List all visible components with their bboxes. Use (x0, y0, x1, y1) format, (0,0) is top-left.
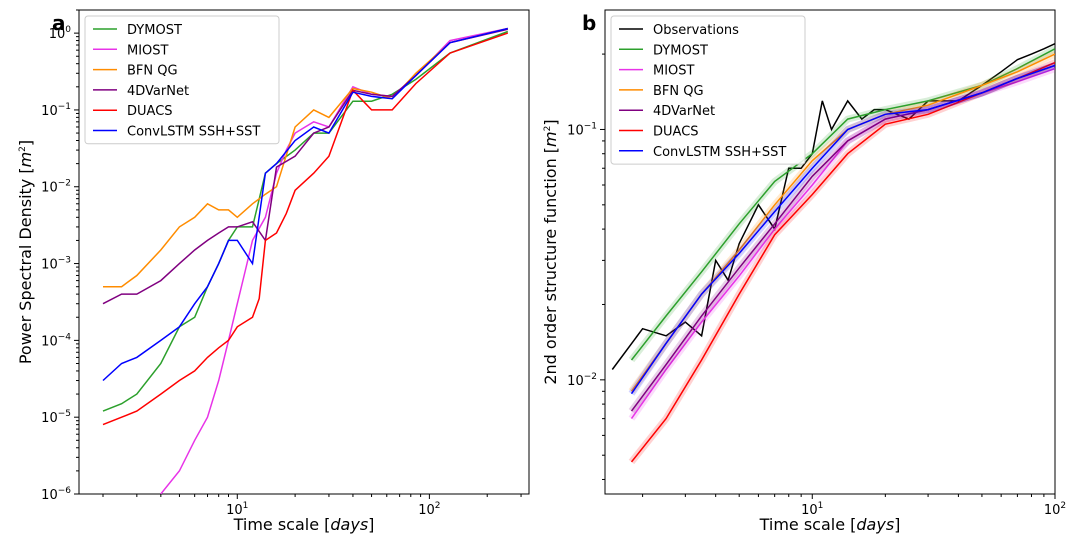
y-tick-exponent: −2 (58, 179, 71, 189)
legend-entry: DYMOST (127, 23, 182, 38)
legend-entry: DUACS (127, 104, 173, 119)
legend-entry: BFN QG (127, 64, 178, 79)
y-tick-mantissa: 10 (49, 27, 66, 42)
legend-entry: ConvLSTM SSH+SST (653, 145, 786, 160)
y-tick-label: 10−1 (41, 102, 71, 119)
panel-label-a: a (52, 11, 66, 35)
y-tick-mantissa: 10 (41, 104, 58, 119)
legend-box (610, 15, 806, 165)
y-tick-mantissa: 10 (567, 123, 584, 138)
x-tick-mantissa: 10 (1044, 503, 1061, 518)
y-tick-label: 10−3 (41, 256, 71, 273)
legend-b: Observations DYMOST MIOST BFN QG 4DVarNet DUA… (610, 15, 806, 165)
x-axis-label-b: Time scale [days] (759, 515, 901, 534)
y-tick-exponent: −1 (58, 102, 71, 112)
x-tick-exponent: 1 (818, 501, 824, 511)
series-a (102, 27, 509, 494)
series-line-convlstm-ssh-sst (630, 64, 1055, 395)
y-tick-label: 10−2 (567, 372, 597, 389)
y-tick-label: 10−4 (41, 332, 71, 349)
y-axis-label-a: Power Spectral Density [m2] (16, 140, 35, 364)
y-tick-label: 10−2 (41, 179, 71, 196)
y-tick-exponent: 0 (65, 25, 71, 35)
y-tick-mantissa: 10 (41, 258, 58, 273)
y-tick-mantissa: 10 (41, 334, 58, 349)
legend-entry: ConvLSTM SSH+SST (127, 125, 260, 140)
legend-box (84, 15, 280, 145)
legend-entry: DYMOST (653, 43, 708, 58)
x-tick-exponent: 2 (1060, 501, 1066, 511)
y-tick-exponent: −3 (58, 256, 71, 266)
y-axis-label-b: 2nd order structure function [m2] (541, 119, 560, 384)
y-tick-exponent: −6 (58, 486, 72, 496)
legend-entry: Observations (653, 23, 739, 38)
y-tick-label: 10−6 (41, 486, 71, 503)
x-tick-label: 101 (226, 501, 248, 518)
x-axis-label-a: Time scale [days] (233, 515, 375, 534)
y-tick-mantissa: 10 (41, 411, 58, 426)
legend-entry: MIOST (653, 64, 695, 79)
series-line-duacs (102, 32, 509, 426)
x-tick-label: 101 (801, 501, 823, 518)
y-tick-exponent: −2 (584, 372, 597, 382)
legend-a: DYMOST MIOST BFN QG 4DVarNet DUACS ConvLSTM S… (84, 15, 280, 145)
series-line-convlstm-ssh-sst (102, 27, 508, 382)
y-tick-exponent: −1 (584, 121, 597, 131)
legend-entry: BFN QG (653, 84, 704, 99)
y-tick-mantissa: 10 (41, 181, 58, 196)
x-tick-mantissa: 10 (801, 503, 818, 518)
series-line-4dvarnet (102, 28, 508, 305)
x-tick-mantissa: 10 (226, 503, 243, 518)
x-tick-exponent: 2 (435, 501, 441, 511)
plot-frame-a (78, 9, 530, 495)
legend-entry: 4DVarNet (127, 84, 189, 99)
y-tick-label: 100 (49, 25, 72, 42)
legend-entry: DUACS (653, 125, 699, 140)
legend-entry: MIOST (127, 43, 169, 58)
y-tick-exponent: −5 (58, 409, 71, 419)
x-tick-label: 102 (1044, 501, 1066, 518)
x-tick-exponent: 1 (243, 501, 249, 511)
y-tick-mantissa: 10 (567, 374, 584, 389)
panel-label-b: b (582, 11, 596, 35)
y-tick-exponent: −4 (58, 332, 72, 342)
y-tick-label: 10−1 (567, 121, 597, 138)
x-tick-mantissa: 10 (418, 503, 435, 518)
plot-frame-b (604, 9, 1056, 495)
y-tick-mantissa: 10 (41, 488, 58, 503)
legend-entry: 4DVarNet (653, 104, 715, 119)
x-tick-label: 102 (418, 501, 440, 518)
y-tick-label: 10−5 (41, 409, 71, 426)
series-line-observations (611, 43, 1055, 370)
series-b (611, 43, 1055, 465)
